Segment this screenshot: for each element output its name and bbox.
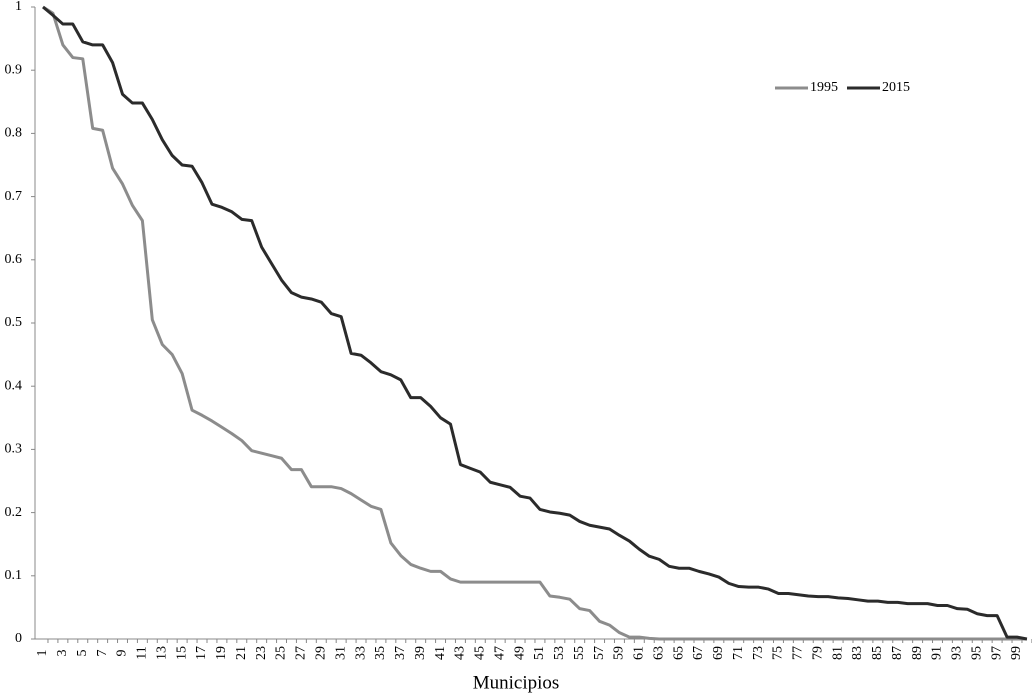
- x-tick-label: 69: [711, 646, 726, 660]
- x-tick-label: 91: [930, 646, 945, 660]
- y-tick-label: 0.8: [5, 126, 23, 141]
- y-tick-label: 0.2: [5, 505, 23, 520]
- x-tick-label: 85: [870, 646, 885, 660]
- x-tick-label: 9: [115, 650, 130, 657]
- x-tick-label: 23: [254, 646, 269, 660]
- legend-label: 2015: [882, 80, 910, 95]
- x-tick-label: 15: [174, 646, 189, 660]
- x-tick-label: 65: [671, 646, 686, 660]
- x-tick-label: 13: [154, 646, 169, 660]
- y-tick-label: 0.9: [5, 62, 23, 77]
- x-tick-label: 93: [950, 646, 965, 660]
- y-tick-label: 0.1: [5, 568, 23, 583]
- series-line: [42, 5, 1027, 641]
- x-tick-label: 27: [294, 646, 309, 660]
- x-tick-label: 19: [214, 646, 229, 660]
- x-tick-label: 47: [492, 646, 507, 660]
- x-tick-label: 73: [751, 646, 766, 660]
- x-tick-label: 63: [651, 646, 666, 660]
- x-tick-label: 49: [512, 646, 527, 660]
- x-tick-label: 43: [453, 646, 468, 660]
- x-tick-label: 59: [612, 646, 627, 660]
- x-tick-label: 87: [890, 646, 905, 660]
- x-tick-label: 75: [771, 646, 786, 660]
- y-tick-label: 0.6: [5, 252, 23, 267]
- x-tick-label: 37: [393, 646, 408, 660]
- x-tick-label: 25: [274, 646, 289, 660]
- x-tick-label: 53: [552, 646, 567, 660]
- x-tick-label: 67: [691, 646, 706, 660]
- x-tick-label: 77: [791, 646, 806, 660]
- x-tick-label: 21: [234, 646, 249, 660]
- legend-label: 1995: [810, 80, 838, 95]
- series-line: [42, 5, 1028, 641]
- x-tick-label: 79: [810, 646, 825, 660]
- x-tick-label: 45: [473, 646, 488, 660]
- x-tick-label: 35: [373, 646, 388, 660]
- y-tick-label: 0.4: [5, 378, 23, 393]
- x-tick-label: 41: [433, 646, 448, 660]
- x-tick-label: 83: [850, 646, 865, 660]
- x-tick-label: 17: [194, 646, 209, 660]
- x-tick-label: 11: [135, 646, 150, 659]
- x-tick-label: 89: [910, 646, 925, 660]
- x-tick-label: 3: [55, 650, 70, 657]
- x-tick-label: 95: [969, 646, 984, 660]
- x-tick-label: 81: [830, 646, 845, 660]
- x-tick-label: 33: [353, 646, 368, 660]
- x-tick-label: 99: [1009, 646, 1024, 660]
- y-tick-label: 0.5: [5, 315, 23, 330]
- x-tick-label: 7: [95, 650, 110, 657]
- x-tick-label: 39: [413, 646, 428, 660]
- y-tick-label: 0: [15, 631, 22, 646]
- x-tick-label: 55: [572, 646, 587, 660]
- x-tick-label: 51: [532, 646, 547, 660]
- x-tick-label: 31: [333, 646, 348, 660]
- x-tick-label: 1: [35, 650, 50, 657]
- x-tick-label: 5: [75, 650, 90, 657]
- x-tick-label: 57: [592, 646, 607, 660]
- x-tick-label: 29: [314, 646, 329, 660]
- x-axis-title: Municipios: [473, 672, 560, 693]
- y-tick-label: 0.3: [5, 442, 23, 457]
- y-tick-label: 1: [15, 0, 22, 14]
- x-tick-label: 61: [632, 646, 647, 660]
- y-tick-label: 0.7: [5, 189, 23, 204]
- x-tick-label: 71: [731, 646, 746, 660]
- x-tick-label: 97: [989, 646, 1004, 660]
